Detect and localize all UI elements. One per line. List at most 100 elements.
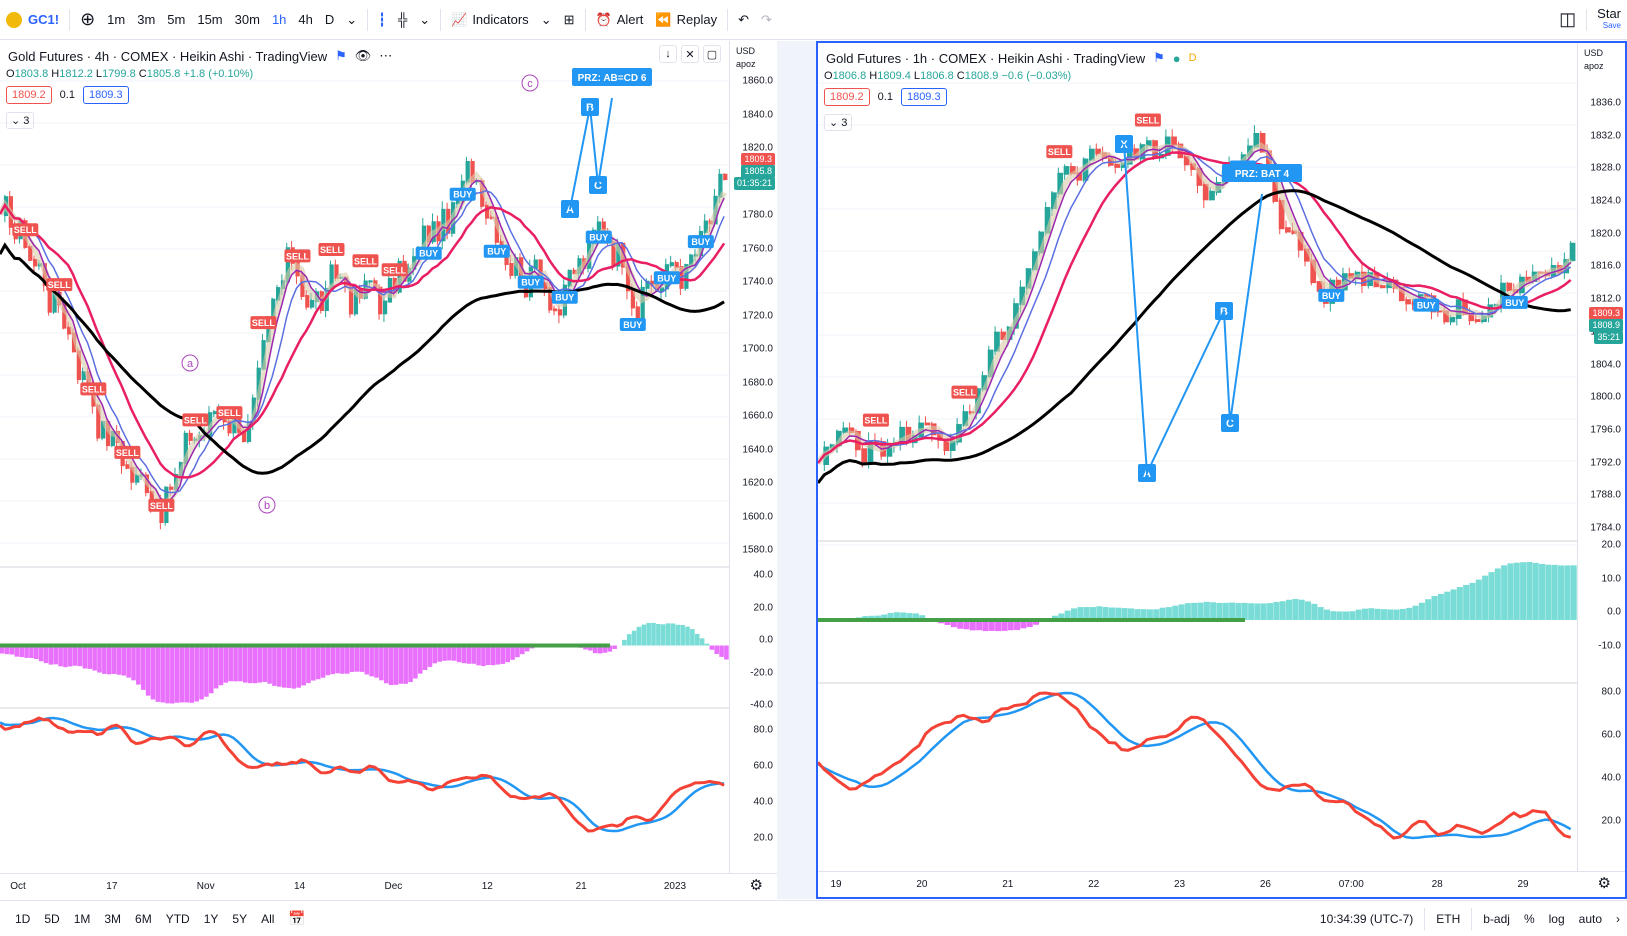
left-bid-button[interactable]: 1809.2 (6, 86, 52, 104)
date-range-calendar-icon[interactable]: 📅 (288, 910, 306, 926)
right-chart-title[interactable]: Gold Futures · 1h · COMEX · Heikin Ashi … (826, 50, 1146, 66)
candle-body (188, 432, 193, 441)
templates-grid-icon[interactable]: ⊞ (563, 11, 575, 27)
right-price-axis[interactable]: USD apoz 1836.0 1832.0 1828.0 1824.0 1820.0 18… (1577, 43, 1625, 897)
axis-tick: 40.0 (753, 569, 773, 581)
flag-icon[interactable]: ⚑ (335, 48, 347, 63)
replay-button[interactable]: ⏪ Replay (649, 0, 723, 40)
range-5y[interactable]: 5Y (232, 911, 248, 926)
left-indicator-count-toggle[interactable]: ⌄ 3 (6, 112, 35, 129)
log-toggle[interactable]: log (1548, 911, 1565, 926)
maximize-icon[interactable]: ▢ (703, 45, 721, 63)
histogram-bar (900, 612, 907, 620)
eye-icon[interactable]: 👁 (354, 48, 372, 63)
left-time-axis[interactable]: ⚙ Oct 17 Nov 14 Dec 12 21 2023 (0, 873, 777, 899)
candle-body (494, 216, 499, 243)
interval-1h[interactable]: 1h (271, 12, 287, 27)
left-chart-canvas[interactable]: SELL SELL SELL SELL SELL SELL SELL SELL SELL SELL… (0, 41, 777, 899)
range-1m[interactable]: 1M (73, 911, 91, 926)
right-bid-button[interactable]: 1809.2 (824, 88, 870, 106)
range-1d[interactable]: 1D (15, 911, 31, 926)
symbol-search-button[interactable]: GC1! (0, 0, 65, 40)
histogram-bar (272, 645, 277, 686)
signal-label: SELL (286, 251, 310, 261)
candle-body (509, 262, 514, 276)
histogram-bar (724, 645, 729, 660)
redo-icon[interactable]: ↷ (760, 11, 772, 27)
arrow-down-icon[interactable]: ↓ (659, 45, 677, 63)
indicators-button[interactable]: 📈 Indicators (445, 0, 535, 40)
left-chart-title[interactable]: Gold Futures · 4h · COMEX · Heikin Ashi … (8, 48, 328, 64)
right-chart-pane[interactable]: SELLSELLSELLSELLBUYBUYBUYBUYXABCPRZ: BAT… (816, 41, 1627, 899)
bar-style-icon[interactable]: ┇ (378, 11, 386, 27)
candle-body (873, 440, 880, 444)
layout-select-icon[interactable]: ◫ (1559, 9, 1577, 29)
settings-gear-icon[interactable]: ⚙ (749, 877, 763, 894)
interval-4h[interactable]: 4h (298, 12, 313, 27)
flag-icon[interactable]: ⚑ (1153, 50, 1165, 65)
candle-body (33, 258, 38, 267)
range-3m[interactable]: 3M (104, 911, 122, 926)
chart-type-chevron-icon[interactable]: ⌄ (419, 11, 431, 27)
axis-tick: 80.0 (753, 724, 773, 736)
left-ask-button[interactable]: 1809.3 (82, 86, 129, 104)
moving-average-line (0, 171, 727, 508)
scroll-right-icon[interactable]: › (1616, 911, 1620, 926)
wave-label: c (527, 78, 533, 90)
right-chart-canvas[interactable]: SELLSELLSELLSELLBUYBUYBUYBUYXABCPRZ: BAT… (818, 43, 1625, 897)
close-icon[interactable]: ✕ (681, 45, 699, 63)
signal-label: SELL (383, 265, 407, 275)
interval-dropdown-chevron-icon[interactable]: ⌄ (346, 11, 358, 27)
left-chart-pane[interactable]: SELL SELL SELL SELL SELL SELL SELL SELL SELL SELL… (0, 41, 777, 899)
signal-badge (483, 244, 510, 258)
interval-3m[interactable]: 3m (137, 12, 156, 27)
undo-icon[interactable]: ↶ (738, 11, 749, 27)
session-toggle[interactable]: ETH (1436, 911, 1461, 926)
histogram-bar (1456, 587, 1463, 620)
interval-1m[interactable]: 1m (107, 12, 126, 27)
axis-tick: 1824.0 (1590, 195, 1621, 207)
candle-body (924, 422, 931, 426)
range-ytd[interactable]: YTD (165, 911, 190, 926)
chart-type-icon[interactable]: ╬ (398, 12, 408, 27)
harmonic-pattern-line (1123, 143, 1263, 477)
pane-splitter[interactable] (777, 41, 816, 899)
histogram-bar (636, 626, 642, 646)
indicators-chevron-icon[interactable]: ⌄ (540, 11, 552, 27)
percent-toggle[interactable]: % (1523, 911, 1535, 926)
axis-mode-label[interactable]: apoz (1584, 61, 1604, 71)
currency-label[interactable]: USD (736, 46, 756, 56)
interval-30m[interactable]: 30m (234, 12, 260, 27)
histogram-bar (675, 624, 681, 646)
right-ask-button[interactable]: 1809.3 (900, 88, 947, 106)
histogram-bar (906, 613, 913, 620)
alert-button[interactable]: ⏰ Alert (590, 0, 650, 40)
range-all[interactable]: All (261, 911, 275, 926)
histogram-bar (1418, 602, 1425, 620)
adjust-toggle[interactable]: b-adj (1483, 911, 1510, 926)
right-indicator-count-toggle[interactable]: ⌄ 3 (824, 114, 853, 131)
clock-time[interactable]: 10:34:39 (UTC-7) (1319, 911, 1414, 926)
interval-D[interactable]: D (324, 12, 335, 27)
right-time-axis[interactable]: ⚙ 19 20 21 22 23 26 07:00 28 29 (818, 871, 1625, 897)
axis-mode-label[interactable]: apoz (736, 59, 756, 69)
more-dots-icon[interactable]: ⋯ (379, 48, 393, 63)
compare-add-icon[interactable]: ⊕ (80, 9, 96, 29)
interval-15m[interactable]: 15m (197, 12, 223, 27)
candle-body (572, 269, 577, 275)
auto-toggle[interactable]: auto (1578, 911, 1602, 926)
candle-body (159, 501, 164, 523)
range-1y[interactable]: 1Y (203, 911, 219, 926)
histogram-bar (1014, 620, 1021, 631)
axis-tick: 1840.0 (742, 109, 773, 120)
settings-gear-icon[interactable]: ⚙ (1597, 875, 1611, 892)
histogram-bar (1071, 608, 1078, 620)
range-6m[interactable]: 6M (135, 911, 152, 926)
candle-body (1272, 172, 1279, 202)
interval-5m[interactable]: 5m (167, 12, 186, 27)
histogram-bar (1229, 602, 1236, 620)
range-5d[interactable]: 5D (44, 911, 60, 926)
currency-label[interactable]: USD (1584, 48, 1604, 58)
save-button[interactable]: Star Save (1591, 0, 1627, 40)
